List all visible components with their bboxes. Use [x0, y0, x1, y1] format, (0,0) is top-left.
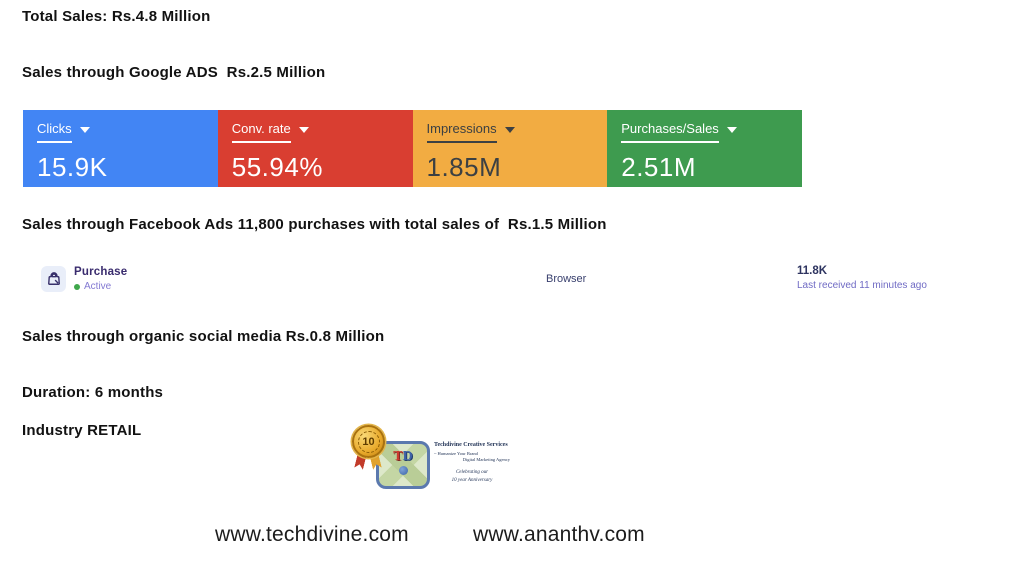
facebook-ads-heading: Sales through Facebook Ads 11,800 purcha…: [22, 216, 607, 233]
impressions-metric-value: 1.85M: [426, 152, 502, 182]
techdivine-logo: 10 TD Techdivine Creative Services ~ Hum…: [350, 420, 510, 500]
chevron-down-icon: [504, 126, 515, 133]
duration-heading: Duration: 6 months: [22, 384, 164, 401]
purchase-event-icon-box: [41, 266, 66, 292]
logo-text-block: Techdivine Creative Services ~ Humanize …: [434, 442, 510, 484]
td-monogram: TD: [393, 449, 413, 464]
logo-anniversary-note: Celebrating our 10 year Anniversary: [451, 470, 493, 483]
event-status-label: Active: [84, 281, 112, 292]
event-connection-method: Browser: [546, 273, 587, 285]
website-techdivine: www.techdivine.com: [215, 523, 409, 546]
website-ananthv: www.ananthv.com: [473, 523, 645, 546]
chevron-down-icon: [298, 126, 309, 133]
organic-sales-heading: Sales through organic social media Rs.0.…: [22, 328, 385, 345]
anniversary-badge-icon: 10: [352, 425, 385, 458]
industry-heading: Industry RETAIL: [22, 422, 142, 439]
td-logo-mark: TD: [376, 441, 430, 489]
chevron-down-icon: [79, 126, 90, 133]
clicks-metric-value: 15.9K: [37, 152, 108, 182]
shopping-bag-icon: [47, 272, 60, 285]
logo-subtitle: Digital Marketing Agency: [462, 457, 510, 462]
google-ads-heading: Sales through Google ADS Rs.2.5 Million: [22, 64, 326, 81]
event-status: Active: [74, 281, 111, 292]
google-ads-scorecard-bar: Clicks 15.9K Conv. rate 55.94% Impressio…: [23, 110, 802, 187]
impressions-metric-label: Impressions: [426, 121, 497, 143]
total-sales-heading: Total Sales: Rs.4.8 Million: [22, 8, 211, 25]
globe-icon: [398, 466, 408, 475]
purchases-sales-metric-value: 2.51M: [621, 152, 697, 182]
purchases-sales-metric-dropdown[interactable]: Purchases/Sales: [621, 121, 737, 143]
event-count: 11.8K: [797, 265, 828, 277]
conv-rate-metric-label: Conv. rate: [231, 121, 291, 143]
conv-rate-metric-dropdown[interactable]: Conv. rate: [231, 121, 309, 143]
event-last-received: Last received 11 minutes ago: [797, 280, 927, 291]
scorecard-impressions: Impressions 1.85M: [412, 110, 608, 187]
conv-rate-metric-value: 55.94%: [231, 152, 323, 182]
scorecard-clicks: Clicks 15.9K: [23, 110, 218, 187]
clicks-metric-dropdown[interactable]: Clicks: [37, 121, 90, 143]
logo-tagline: ~ Humanize Your Brand: [434, 451, 478, 456]
logo-company-name: Techdivine Creative Services: [434, 442, 508, 448]
active-status-dot: [74, 283, 80, 290]
scorecard-conv-rate: Conv. rate 55.94%: [217, 110, 413, 187]
purchases-sales-metric-label: Purchases/Sales: [621, 121, 719, 143]
chevron-down-icon: [726, 126, 737, 133]
event-name: Purchase: [74, 266, 128, 278]
badge-number: 10: [357, 430, 380, 453]
impressions-metric-dropdown[interactable]: Impressions: [426, 121, 515, 143]
scorecard-purchases-sales: Purchases/Sales 2.51M: [607, 110, 802, 187]
clicks-metric-label: Clicks: [37, 121, 72, 143]
